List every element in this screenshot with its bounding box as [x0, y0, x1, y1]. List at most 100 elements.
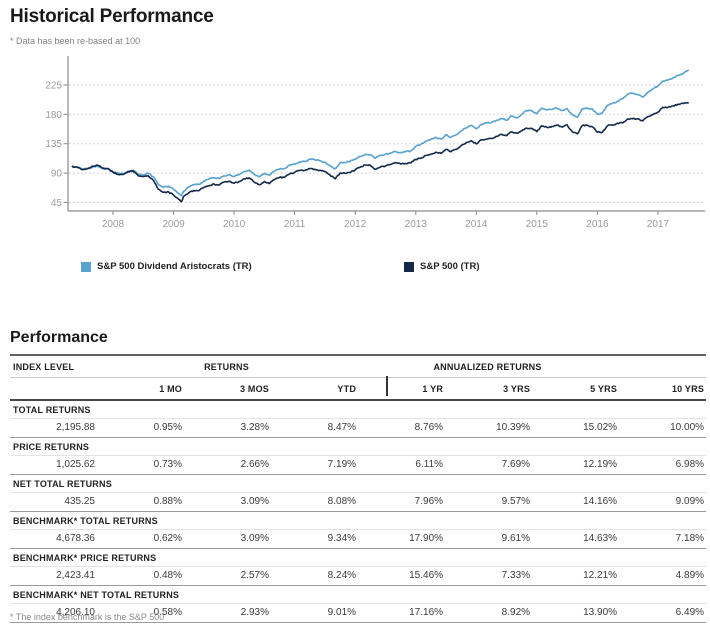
x-tick-label: 2008 [102, 219, 125, 230]
series-line-sp500 [71, 101, 689, 203]
y-tick-label: 180 [45, 110, 62, 121]
historical-performance-chart: 45 90 135 180 225 2008 2009 2010 2011 2012 2013 201… [45, 56, 705, 230]
return-value: 2.57% [184, 566, 271, 586]
column-header-10yrs: 10 YRS [619, 377, 707, 401]
performance-table: INDEX LEVEL RETURNS ANNUALIZED RETURNS 1… [10, 354, 707, 623]
return-value: 7.33% [445, 566, 533, 586]
x-tick-label: 2016 [586, 219, 609, 230]
index-level-value: 2,423.41 [10, 566, 97, 586]
column-header-empty [10, 377, 97, 401]
return-value: 9.09% [619, 492, 707, 512]
metric-label-row: BENCHMARK* TOTAL RETURNS [10, 511, 707, 530]
return-value: 9.61% [445, 529, 533, 549]
legend-item-aristocrats: S&P 500 Dividend Aristocrats (TR) [81, 261, 252, 272]
metric-label-row: BENCHMARK* PRICE RETURNS [10, 548, 707, 567]
header-vertical-divider [386, 376, 388, 396]
x-tick-label: 2013 [405, 219, 428, 230]
column-header-1yr: 1 YR [358, 377, 446, 401]
legend-label-aristocrats: S&P 500 Dividend Aristocrats (TR) [97, 261, 252, 272]
metric-value-row: 435.25 0.88% 3.09% 8.08% 7.96% 9.57% 14.16% 9.0… [10, 492, 707, 512]
metric-value-row: 4,678.36 0.62% 3.09% 9.34% 17.90% 9.61% 14.63%… [10, 529, 707, 549]
index-level-value: 1,025.62 [10, 455, 97, 475]
table-group-header-row: INDEX LEVEL RETURNS ANNUALIZED RETURNS [10, 355, 707, 378]
table-column-header-row: 1 MO 3 MOS YTD 1 YR 3 YRS 5 YRS 10 YRS [10, 377, 707, 401]
return-value: 0.95% [97, 418, 184, 438]
return-value: 2.93% [184, 603, 271, 623]
x-tick-label: 2011 [284, 219, 306, 230]
return-value: 9.57% [445, 492, 533, 512]
x-tick-label: 2014 [465, 219, 488, 230]
series-line-aristocrats [71, 69, 689, 197]
return-value: 7.18% [619, 529, 707, 549]
return-value: 3.09% [184, 529, 271, 549]
column-header-ytd: YTD [271, 377, 359, 401]
index-level-value: 4,206.10 [10, 603, 97, 623]
metric-label: NET TOTAL RETURNS [10, 474, 707, 493]
metric-value-row: 2,423.41 0.48% 2.57% 8.24% 15.46% 7.33% 12.21%… [10, 566, 707, 586]
return-value: 6.49% [619, 603, 707, 623]
benchmark-footnote: * The index benchmark is the S&P 500 [10, 612, 165, 622]
y-tick-label: 135 [45, 139, 62, 150]
legend-item-sp500: S&P 500 (TR) [404, 261, 479, 272]
index-level-header: INDEX LEVEL [10, 355, 97, 378]
return-value: 9.34% [271, 529, 359, 549]
metric-label-row: NET TOTAL RETURNS [10, 474, 707, 493]
legend-label-sp500: S&P 500 (TR) [420, 261, 480, 272]
metric-label-row: TOTAL RETURNS [10, 400, 707, 419]
return-value: 8.76% [358, 418, 446, 438]
x-tick-label: 2015 [526, 219, 549, 230]
return-value: 12.19% [532, 455, 620, 475]
return-value: 17.16% [358, 603, 446, 623]
return-value: 0.58% [97, 603, 184, 623]
return-value: 14.16% [532, 492, 620, 512]
return-value: 6.11% [358, 455, 446, 475]
metric-label: TOTAL RETURNS [10, 400, 707, 419]
metric-value-row: 2,195.88 0.95% 3.28% 8.47% 8.76% 10.39% 15.02%… [10, 418, 707, 438]
return-value: 7.19% [271, 455, 359, 475]
metric-value-row: 4,206.10 0.58% 2.93% 9.01% 17.16% 8.92% 13.90%… [10, 603, 707, 623]
return-value: 8.47% [271, 418, 359, 438]
x-tick-label: 2009 [162, 219, 185, 230]
header-spacer [619, 355, 707, 378]
chart-legend: S&P 500 Dividend Aristocrats (TR) S&P 50… [0, 261, 710, 275]
return-value: 15.46% [358, 566, 446, 586]
return-value: 12.21% [532, 566, 620, 586]
return-value: 8.24% [271, 566, 359, 586]
returns-header: RETURNS [97, 355, 359, 378]
column-header-1mo: 1 MO [97, 377, 184, 401]
rebase-note: * Data has been re-based at 100 [10, 36, 141, 46]
y-tick-label: 225 [45, 81, 62, 92]
y-tick-label: 45 [51, 198, 63, 209]
metric-label: BENCHMARK* NET TOTAL RETURNS [10, 585, 707, 604]
return-value: 0.48% [97, 566, 184, 586]
return-value: 7.69% [445, 455, 533, 475]
page-title: Historical Performance [10, 6, 214, 27]
return-value: 9.01% [271, 603, 359, 623]
column-header-3yrs: 3 YRS [445, 377, 533, 401]
annualized-returns-header: ANNUALIZED RETURNS [358, 355, 620, 378]
return-value: 7.96% [358, 492, 446, 512]
return-value: 0.73% [97, 455, 184, 475]
performance-heading: Performance [10, 329, 108, 346]
metric-label: BENCHMARK* PRICE RETURNS [10, 548, 707, 567]
x-tick-label: 2012 [344, 219, 367, 230]
return-value: 3.09% [184, 492, 271, 512]
return-value: 8.92% [445, 603, 533, 623]
metric-value-row: 1,025.62 0.73% 2.66% 7.19% 6.11% 7.69% 12.19% 6… [10, 455, 707, 475]
x-tick-label: 2017 [647, 219, 670, 230]
column-header-3mos: 3 MOS [184, 377, 271, 401]
x-tick-label: 2010 [223, 219, 246, 230]
return-value: 10.39% [445, 418, 533, 438]
y-tick-label: 90 [51, 169, 63, 180]
return-value: 10.00% [619, 418, 707, 438]
metric-label: BENCHMARK* TOTAL RETURNS [10, 511, 707, 530]
aristocrats-swatch-icon [81, 261, 91, 272]
return-value: 17.90% [358, 529, 446, 549]
return-value: 8.08% [271, 492, 359, 512]
return-value: 2.66% [184, 455, 271, 475]
metric-label: PRICE RETURNS [10, 437, 707, 456]
return-value: 3.28% [184, 418, 271, 438]
index-level-value: 435.25 [10, 492, 97, 512]
metric-label-row: PRICE RETURNS [10, 437, 707, 456]
